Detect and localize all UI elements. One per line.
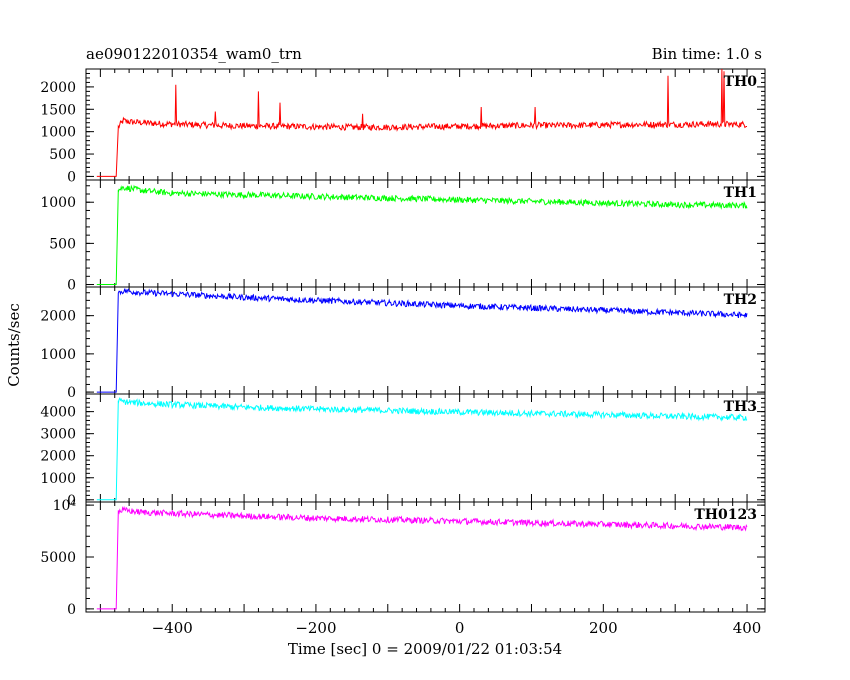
y-tick-label: 1500 bbox=[40, 102, 76, 118]
y-tick-label: 0 bbox=[67, 493, 76, 509]
panel-th0: 0 500 1000 1500 2000 TH0 bbox=[40, 68, 766, 185]
y-tick-label: 3000 bbox=[40, 427, 76, 443]
y-tick-label: 2000 bbox=[40, 80, 76, 96]
x-tick-label: −400 bbox=[152, 619, 193, 637]
y-tick-label: 2000 bbox=[40, 449, 76, 465]
series-line-th3 bbox=[96, 396, 748, 501]
panel-th1: 0 500 1000 TH1 bbox=[40, 179, 766, 294]
y-tick-label: 0 bbox=[67, 602, 76, 618]
y-tick-label: 4000 bbox=[40, 405, 76, 421]
x-tick-label: 400 bbox=[733, 619, 762, 637]
y-tick-label: 500 bbox=[49, 236, 76, 252]
panel-frame bbox=[85, 393, 766, 503]
y-tick-label: 1000 bbox=[40, 347, 76, 363]
panel-th0123: 0 5000 10⁴ TH0123 bbox=[40, 498, 766, 618]
panel-label-th2: TH2 bbox=[724, 292, 757, 308]
y-tick-label: 0 bbox=[67, 169, 76, 185]
chart-title-left: ae090122010354_wam0_trn bbox=[86, 45, 302, 63]
y-tick-label: 0 bbox=[67, 278, 76, 294]
series-line-th1 bbox=[96, 184, 748, 285]
panel-label-th1: TH1 bbox=[724, 185, 757, 201]
x-axis: −400 −200 0 200 400 bbox=[152, 619, 762, 637]
chart-title-right: Bin time: 1.0 s bbox=[652, 45, 762, 63]
series-line-th0 bbox=[96, 68, 747, 177]
panel-th3: 0 1000 2000 3000 4000 TH3 bbox=[40, 393, 766, 509]
panel-frame bbox=[85, 501, 766, 613]
x-axis-label: Time [sec] 0 = 2009/01/22 01:03:54 bbox=[288, 640, 562, 658]
y-tick-label: 2000 bbox=[40, 309, 76, 325]
panel-label-th0: TH0 bbox=[724, 74, 758, 90]
x-tick-label: 200 bbox=[589, 619, 618, 637]
y-tick-label: 5000 bbox=[40, 550, 76, 566]
y-axis-label: Counts/sec bbox=[5, 303, 23, 387]
panels-group: 0 500 1000 1500 2000 TH0 0 500 1000 TH1 0 1000 2000 T… bbox=[40, 68, 766, 618]
x-tick-label: 0 bbox=[455, 619, 465, 637]
y-tick-label: 1000 bbox=[40, 195, 76, 211]
panel-th2: 0 1000 2000 TH2 bbox=[40, 286, 766, 401]
y-tick-label: 0 bbox=[67, 385, 76, 401]
series-line-th0123 bbox=[96, 505, 748, 610]
series-line-th2 bbox=[96, 288, 748, 393]
panel-label-th3: TH3 bbox=[724, 399, 757, 415]
y-tick-label: 1000 bbox=[40, 125, 76, 141]
y-tick-label: 500 bbox=[49, 147, 76, 163]
x-tick-label: −200 bbox=[295, 619, 336, 637]
panel-label-th0123: TH0123 bbox=[694, 507, 757, 523]
y-tick-label: 10⁴ bbox=[53, 498, 77, 514]
y-tick-label: 1000 bbox=[40, 471, 76, 487]
panel-frame bbox=[85, 286, 766, 395]
